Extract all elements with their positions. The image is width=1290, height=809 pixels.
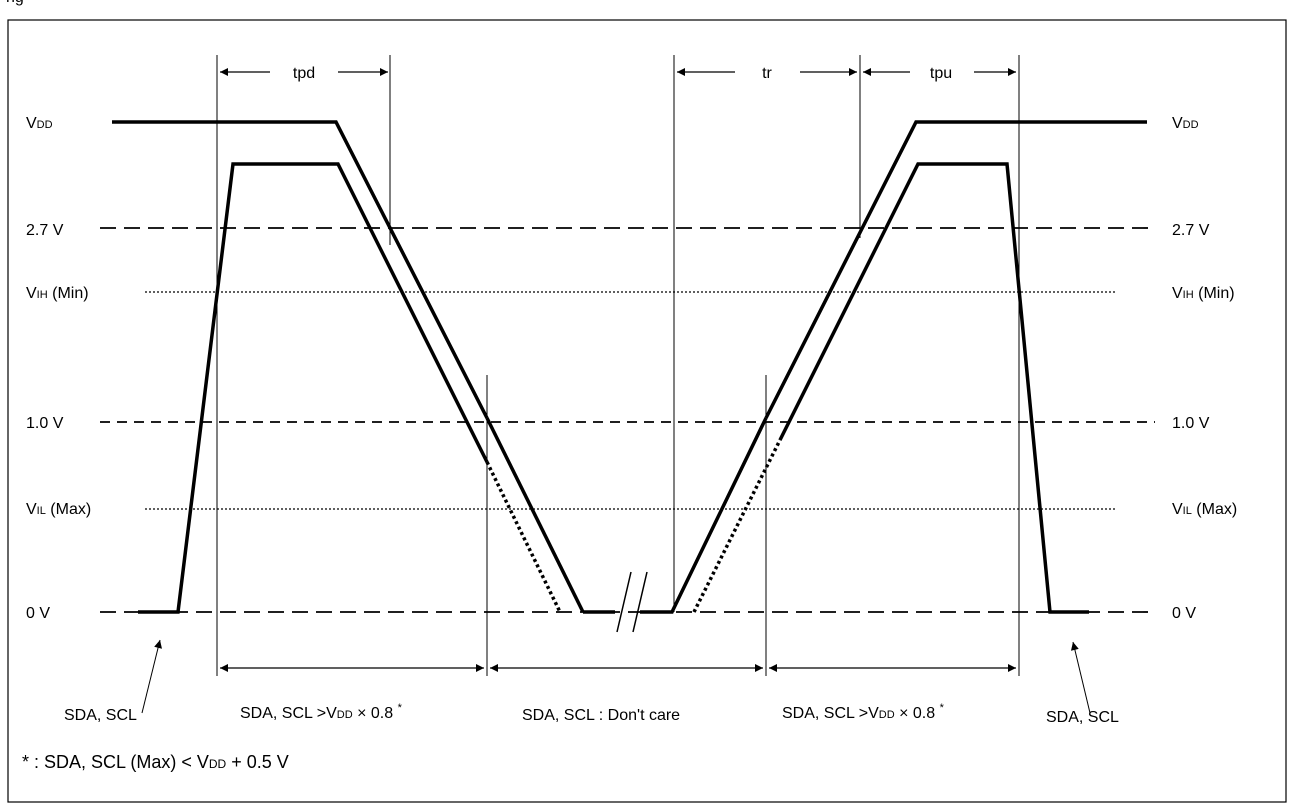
- label-1v0-left: 1.0 V: [26, 415, 64, 432]
- diagram-frame: [7, 19, 1287, 803]
- label-vih-right: VIH (Min): [1172, 285, 1235, 302]
- footnote: * : SDA, SCL (Max) < VDD + 0.5 V: [22, 752, 289, 772]
- pointer-arrow-right: [1070, 641, 1091, 714]
- header-partial-text: ng: [6, 0, 24, 6]
- sda-scl-waveform-right: [778, 162, 1089, 614]
- tpu-label: tpu: [930, 65, 952, 82]
- label-vdd-right: VDD: [1172, 115, 1199, 132]
- vdd-waveform-rising: [764, 120, 1147, 419]
- pointer-arrow-left: [141, 639, 162, 714]
- sda-scl-waveform-left: [138, 162, 489, 614]
- break-mark-1: [616, 571, 632, 633]
- label-cond-left: SDA, SCL >VDD × 0.8 *: [240, 702, 403, 722]
- tr-label: tr: [762, 65, 772, 82]
- vdd-waveform-rise-start: [640, 417, 768, 614]
- vdd-waveform-falling: [112, 120, 489, 419]
- label-cond-right: SDA, SCL >VDD × 0.8 *: [782, 702, 945, 722]
- label-vdd-left: VDD: [26, 115, 53, 132]
- label-2v7-left: 2.7 V: [26, 222, 64, 239]
- vdd-waveform-fall-tail: [485, 417, 585, 613]
- label-2v7-right: 2.7 V: [1172, 222, 1210, 239]
- break-mark-2: [632, 571, 648, 633]
- sda-scl-dotted-fall: [485, 461, 562, 613]
- label-0v-left: 0 V: [26, 605, 50, 622]
- tpd-label: tpd: [293, 65, 315, 82]
- label-pin-left: SDA, SCL: [64, 707, 137, 724]
- label-vil-left: VIL (Max): [26, 501, 91, 518]
- label-vil-right: VIL (Max): [1172, 501, 1237, 518]
- label-pin-right: SDA, SCL: [1046, 709, 1119, 726]
- label-1v0-right: 1.0 V: [1172, 415, 1210, 432]
- label-0v-right: 0 V: [1172, 605, 1196, 622]
- label-dont-care: SDA, SCL : Don't care: [522, 707, 680, 724]
- sda-scl-dotted-rise: [692, 439, 782, 613]
- label-vih-left: VIH (Min): [26, 285, 89, 302]
